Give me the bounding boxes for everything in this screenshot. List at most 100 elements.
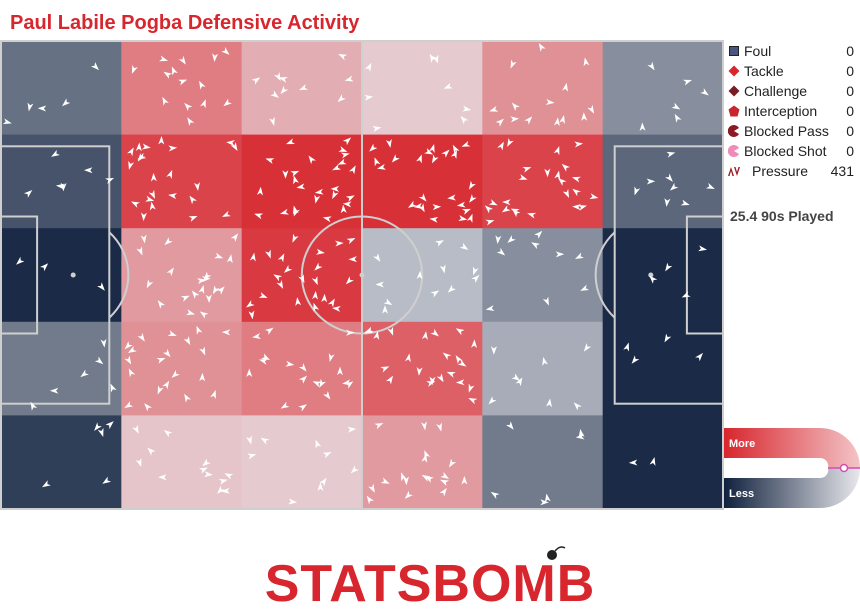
pressure-marker: [226, 254, 233, 264]
pressure-marker: [194, 182, 200, 191]
legend-label: Interception: [744, 103, 818, 119]
pressure-marker: [293, 175, 299, 185]
pressure-marker: [168, 145, 178, 152]
pressure-marker: [420, 421, 427, 431]
pressure-marker: [171, 66, 178, 76]
pressure-marker: [524, 116, 533, 125]
pressure-marker: [254, 213, 264, 220]
pressure-marker: [490, 346, 497, 355]
pressure-marker: [214, 252, 224, 259]
pressure-marker: [372, 126, 382, 132]
pressure-marker: [94, 356, 104, 365]
pressure-marker: [200, 99, 206, 109]
pressure-marker: [461, 475, 468, 485]
pressure-marker: [314, 194, 321, 204]
pressure-marker: [647, 61, 655, 71]
pressure-marker: [277, 253, 285, 263]
heatmap-cell: [1, 134, 122, 229]
pressure-marker: [314, 262, 323, 271]
pressure-marker: [218, 478, 228, 485]
pressure-marker: [340, 204, 347, 214]
pressure-marker: [432, 204, 442, 211]
pressure-marker: [345, 195, 355, 202]
bomb-icon: [547, 550, 557, 560]
pressure-marker: [199, 346, 206, 356]
pressure-marker: [40, 263, 49, 272]
legend-count: 0: [846, 143, 854, 159]
pressure-marker: [364, 62, 372, 72]
pressure-marker: [418, 193, 427, 202]
pressure-marker: [322, 216, 332, 223]
pitch-svg: [0, 40, 724, 510]
pressure-marker: [522, 166, 532, 173]
pressure-marker: [404, 353, 411, 363]
pressure-marker: [330, 185, 340, 192]
legend-label: Blocked Pass: [744, 123, 829, 139]
pressure-marker: [166, 169, 173, 179]
pressure-marker: [430, 328, 439, 337]
pressure-marker: [230, 142, 238, 151]
pressure-marker: [162, 96, 169, 106]
pressure-marker: [452, 144, 460, 154]
pressure-marker: [705, 182, 715, 190]
pressure-marker: [135, 458, 142, 468]
pressure-marker: [37, 105, 47, 112]
pressure-marker: [698, 245, 708, 252]
pressure-marker: [188, 215, 198, 222]
pressure-marker: [317, 482, 324, 491]
pressure-marker: [501, 205, 511, 213]
pressure-marker: [562, 189, 570, 198]
pressure-marker: [382, 305, 389, 314]
pressure-marker: [518, 174, 528, 180]
pressure-marker: [283, 264, 293, 273]
pressure-marker: [544, 168, 551, 178]
pressure-marker: [130, 201, 140, 208]
pressure-marker: [442, 352, 452, 361]
heatmap-cell: [482, 228, 604, 323]
legend-item-tackle: Tackle 0: [728, 62, 856, 82]
pressure-marker: [128, 368, 136, 378]
pressure-marker: [682, 79, 692, 86]
pressure-marker: [346, 237, 356, 245]
pressure-marker: [344, 381, 354, 389]
pressure-marker: [527, 212, 537, 219]
ninety-minutes-played: 25.4 90s Played: [730, 208, 834, 224]
heatmap-cell: [602, 41, 724, 136]
centre-circle: [300, 215, 424, 335]
pressure-marker: [295, 297, 302, 306]
pressure-marker: [439, 264, 446, 274]
pressure-marker: [387, 326, 394, 336]
pressure-marker: [131, 64, 138, 74]
pressure-marker: [2, 118, 12, 125]
pressure-marker: [538, 42, 546, 52]
pressure-marker: [542, 356, 549, 366]
pressure-marker: [345, 276, 354, 285]
pressure-marker: [531, 242, 541, 250]
pressure-marker: [323, 390, 331, 400]
pressure-marker: [196, 325, 203, 335]
pressure-marker: [401, 472, 407, 482]
heatmap-cell: [121, 415, 243, 510]
pressure-marker: [681, 291, 691, 298]
pressure-marker: [428, 143, 435, 153]
pressure-marker: [628, 459, 638, 466]
pressure-marker: [135, 142, 142, 152]
pressure-marker: [459, 242, 469, 250]
pressure-marker: [562, 82, 568, 92]
pressure-marker: [431, 154, 439, 164]
pressure-marker: [97, 427, 104, 437]
pressure-marker: [276, 279, 284, 289]
pressure-marker: [278, 77, 288, 83]
legend-label: Challenge: [744, 83, 808, 99]
pressure-marker: [700, 88, 709, 96]
pressure-marker: [102, 476, 112, 484]
pressure-marker: [671, 102, 681, 110]
pressure-marker: [298, 274, 305, 284]
pressure-marker: [402, 476, 409, 486]
pressure-marker: [680, 199, 690, 206]
pressure-marker: [488, 396, 497, 405]
pressure-marker: [319, 378, 326, 388]
pressure-marker: [157, 300, 166, 309]
pressure-marker: [340, 152, 350, 159]
pressure-marker: [344, 75, 354, 82]
